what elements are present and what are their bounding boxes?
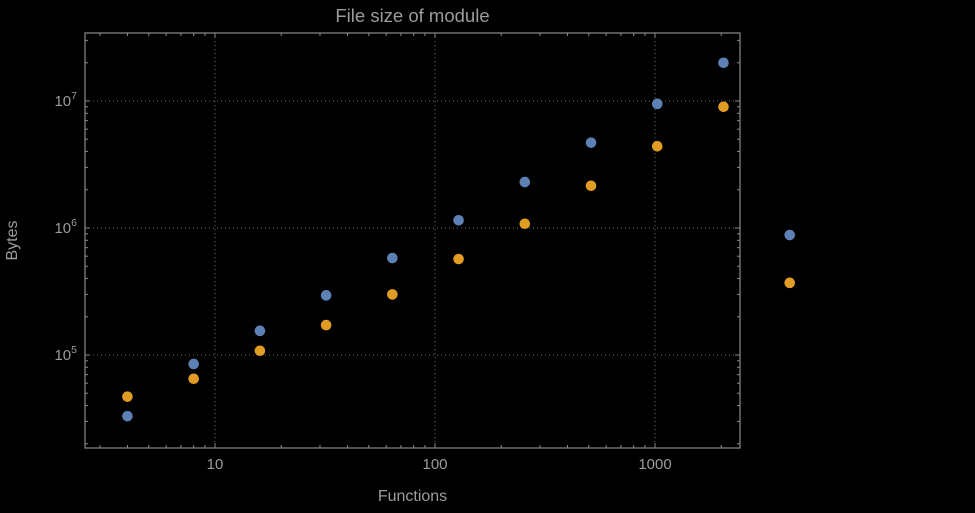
data-point-blue-32 <box>320 290 332 301</box>
x-tick-label: 1000 <box>638 456 671 473</box>
data-point-orange-1024 <box>651 140 663 152</box>
y-tick-exponent: 5 <box>71 344 77 356</box>
y-tick-label: 107 <box>54 90 77 110</box>
data-point-blue-1024 <box>651 98 663 110</box>
data-point-blue-16 <box>254 325 266 337</box>
data-point-orange-4 <box>122 391 133 402</box>
chart-title: File size of module <box>335 5 489 26</box>
y-axis-label: Bytes <box>4 220 21 260</box>
y-tick-exponent: 7 <box>71 90 77 102</box>
data-point-orange-512 <box>585 180 597 192</box>
data-point-blue-64 <box>387 252 398 264</box>
data-point-blue-4096 <box>784 229 796 241</box>
data-point-orange-256 <box>519 218 531 230</box>
data-point-blue-128 <box>453 214 464 226</box>
data-point-orange-16 <box>254 345 266 357</box>
y-tick-exponent: 6 <box>71 217 77 229</box>
data-point-orange-128 <box>453 253 464 265</box>
x-tick-label: 10 <box>207 456 224 473</box>
data-point-blue-256 <box>519 176 531 188</box>
data-point-orange-64 <box>387 289 398 300</box>
plot-frame <box>84 32 741 449</box>
y-tick-label: 105 <box>54 344 77 364</box>
data-point-blue-4 <box>122 410 133 422</box>
data-point-orange-8 <box>188 373 199 385</box>
x-axis-label: Functions <box>378 488 447 505</box>
data-point-orange-2048 <box>718 101 729 113</box>
data-point-blue-512 <box>585 137 597 148</box>
data-point-orange-32 <box>320 319 332 331</box>
data-point-blue-8 <box>188 358 199 370</box>
data-point-blue-2048 <box>718 57 729 69</box>
x-tick-label: 100 <box>422 456 447 473</box>
y-tick-label: 106 <box>54 217 77 237</box>
data-point-orange-4096 <box>784 277 796 289</box>
